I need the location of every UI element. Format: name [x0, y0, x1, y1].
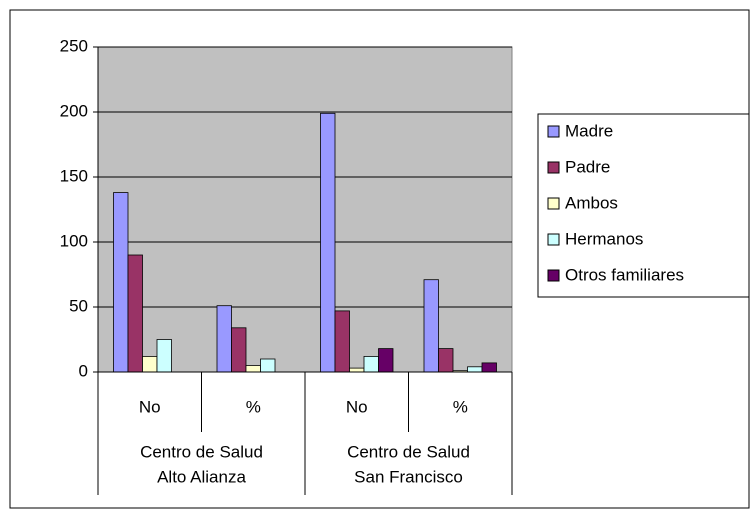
- bar: [113, 192, 129, 373]
- legend-swatch: [547, 269, 560, 282]
- legend-swatch: [547, 197, 560, 210]
- group-label: San Francisco: [354, 467, 463, 486]
- legend-label: Padre: [565, 157, 610, 176]
- bar: [467, 366, 483, 373]
- bar: [142, 355, 158, 373]
- y-tick-label: 0: [79, 361, 88, 380]
- y-tick-label: 250: [60, 36, 88, 55]
- bar: [423, 279, 439, 373]
- bar: [156, 339, 172, 373]
- bar: [320, 112, 336, 373]
- y-tick-label: 50: [69, 296, 88, 315]
- x-tick-label: %: [246, 397, 261, 416]
- bar: [127, 254, 143, 373]
- y-tick-label: 100: [60, 231, 88, 250]
- legend-swatch: [547, 161, 560, 174]
- x-tick-label: No: [346, 397, 368, 416]
- plot-area: [97, 46, 513, 373]
- bar: [363, 355, 379, 373]
- legend-box: [537, 113, 750, 298]
- bar: [349, 367, 365, 373]
- bar: [378, 348, 394, 373]
- legend-swatch: [547, 125, 560, 138]
- bar: [438, 348, 454, 373]
- bar: [260, 358, 276, 373]
- bar: [216, 305, 232, 373]
- y-tick-label: 200: [60, 101, 88, 120]
- y-tick-label: 150: [60, 166, 88, 185]
- legend-swatch: [547, 233, 560, 246]
- bar: [231, 327, 247, 373]
- bar: [334, 310, 350, 373]
- x-tick-label: No: [139, 397, 161, 416]
- legend-label: Hermanos: [565, 229, 643, 248]
- group-label: Centro de Salud: [140, 442, 263, 461]
- x-tick-label: %: [453, 397, 468, 416]
- group-label: Centro de Salud: [347, 442, 470, 461]
- legend-label: Otros familiares: [565, 265, 684, 284]
- legend-label: Madre: [565, 121, 613, 140]
- legend-label: Ambos: [565, 193, 618, 212]
- group-label: Alto Alianza: [157, 467, 246, 486]
- bar: [245, 365, 261, 373]
- bar: [481, 362, 497, 373]
